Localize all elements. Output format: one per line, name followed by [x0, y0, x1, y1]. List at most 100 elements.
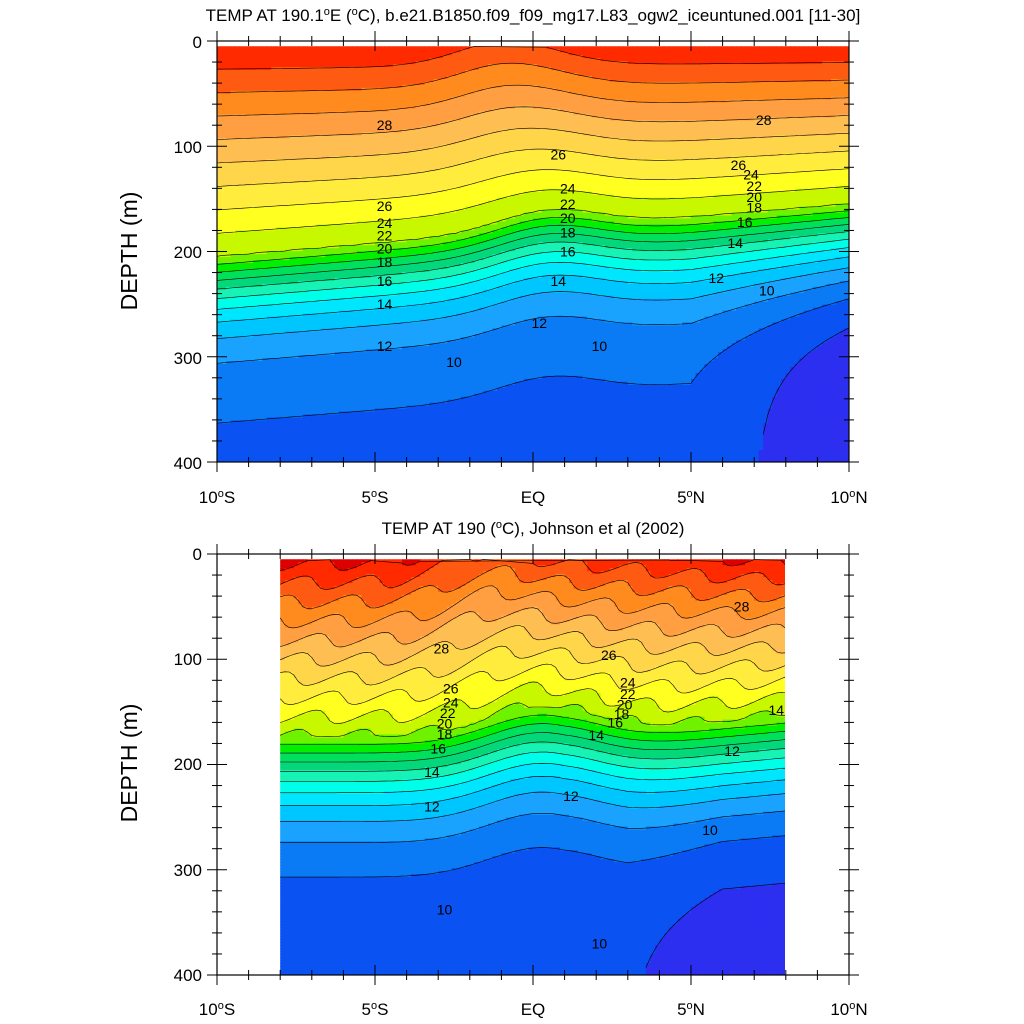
- temperature-cell: [302, 194, 308, 199]
- temperature-cell: [302, 81, 308, 86]
- temperature-cell: [289, 99, 295, 104]
- temperature-cell: [253, 390, 259, 395]
- temperature-cell: [293, 87, 299, 92]
- temperature-cell: [271, 426, 277, 430]
- temperature-cell: [239, 117, 245, 122]
- temperature-cell: [244, 307, 250, 312]
- temperature-cell: [293, 84, 299, 89]
- temperature-cell: [293, 447, 299, 451]
- temperature-cell: [248, 429, 254, 433]
- temperature-cell: [248, 366, 254, 371]
- temperature-cell: [266, 147, 272, 151]
- temperature-cell: [230, 165, 236, 169]
- temperature-cell: [253, 310, 259, 315]
- temperature-cell: [221, 283, 227, 288]
- temperature-cell: [298, 120, 304, 125]
- temperature-cell: [262, 93, 268, 98]
- temperature-cell: [284, 337, 290, 341]
- temperature-cell: [266, 438, 272, 442]
- temperature-cell: [298, 144, 304, 148]
- temperature-cell: [298, 337, 304, 341]
- temperature-cell: [235, 221, 241, 226]
- temperature-cell: [244, 447, 250, 451]
- temperature-cell: [257, 52, 263, 56]
- temperature-cell: [298, 123, 304, 128]
- temperature-cell: [262, 191, 268, 196]
- temperature-cell: [293, 390, 299, 395]
- temperature-cell: [293, 375, 299, 380]
- temperature-cell: [298, 316, 304, 321]
- temperature-cell: [230, 257, 236, 261]
- temperature-cell: [235, 58, 241, 62]
- temperature-cell: [266, 316, 272, 321]
- temperature-cell: [275, 209, 281, 214]
- temperature-cell: [280, 408, 286, 413]
- temperature-cell: [239, 200, 245, 205]
- temperature-cell: [271, 212, 277, 217]
- temperature-cell: [248, 75, 254, 80]
- temperature-cell: [221, 381, 227, 386]
- temperature-cell: [257, 447, 263, 451]
- temperature-cell: [244, 233, 250, 237]
- temperature-cell: [271, 123, 277, 128]
- temperature-cell: [275, 194, 281, 199]
- temperature-cell: [262, 414, 268, 419]
- temperature-cell: [293, 325, 299, 329]
- temperature-cell: [257, 456, 263, 460]
- temperature-cell: [293, 343, 299, 347]
- model-panel: 2826242220181614121026242220181614121028…: [116, 6, 868, 507]
- temperature-cell: [280, 58, 286, 62]
- temperature-cell: [257, 108, 263, 113]
- temperature-cell: [298, 233, 304, 237]
- temperature-cell: [226, 429, 232, 433]
- temperature-cell: [253, 239, 259, 243]
- temperature-cell: [266, 105, 272, 110]
- temperature-cell: [226, 168, 232, 172]
- temperature-cell: [302, 46, 308, 50]
- temperature-cell: [262, 405, 268, 410]
- temperature-cell: [239, 156, 245, 160]
- temperature-cell: [239, 185, 245, 190]
- temperature-cell: [257, 405, 263, 410]
- temperature-cell: [284, 346, 290, 350]
- temperature-cell: [253, 459, 259, 462]
- temperature-cell: [257, 399, 263, 404]
- temperature-cell: [257, 355, 263, 359]
- temperature-cell: [226, 349, 232, 353]
- temperature-cell: [226, 343, 232, 347]
- temperature-cell: [257, 206, 263, 211]
- temperature-cell: [253, 179, 259, 184]
- temperature-cell: [253, 313, 259, 318]
- temperature-cell: [226, 55, 232, 59]
- temperature-cell: [253, 260, 259, 264]
- temperature-cell: [239, 441, 245, 445]
- temperature-cell: [262, 224, 268, 229]
- temperature-cell: [275, 319, 281, 324]
- temperature-cell: [248, 453, 254, 457]
- temperature-cell: [293, 117, 299, 122]
- temperature-cell: [239, 381, 245, 386]
- temperature-cell: [239, 322, 245, 326]
- temperature-cell: [284, 78, 290, 83]
- temperature-cell: [239, 274, 245, 279]
- temperature-cell: [266, 114, 272, 119]
- temperature-cell: [244, 230, 250, 234]
- temperature-cell: [248, 411, 254, 416]
- temperature-cell: [275, 423, 281, 427]
- temperature-cell: [275, 212, 281, 217]
- temperature-cell: [230, 396, 236, 401]
- temperature-cell: [284, 274, 290, 279]
- temperature-cell: [253, 123, 259, 128]
- temperature-cell: [266, 295, 272, 300]
- temperature-cell: [217, 438, 223, 442]
- temperature-cell: [298, 153, 304, 157]
- temperature-cell: [248, 310, 254, 315]
- temperature-cell: [293, 254, 299, 258]
- temperature-cell: [230, 408, 236, 413]
- temperature-cell: [217, 343, 223, 347]
- temperature-cell: [235, 242, 241, 246]
- temperature-cell: [298, 135, 304, 139]
- temperature-cell: [221, 117, 227, 122]
- temperature-cell: [221, 390, 227, 395]
- temperature-cell: [271, 179, 277, 184]
